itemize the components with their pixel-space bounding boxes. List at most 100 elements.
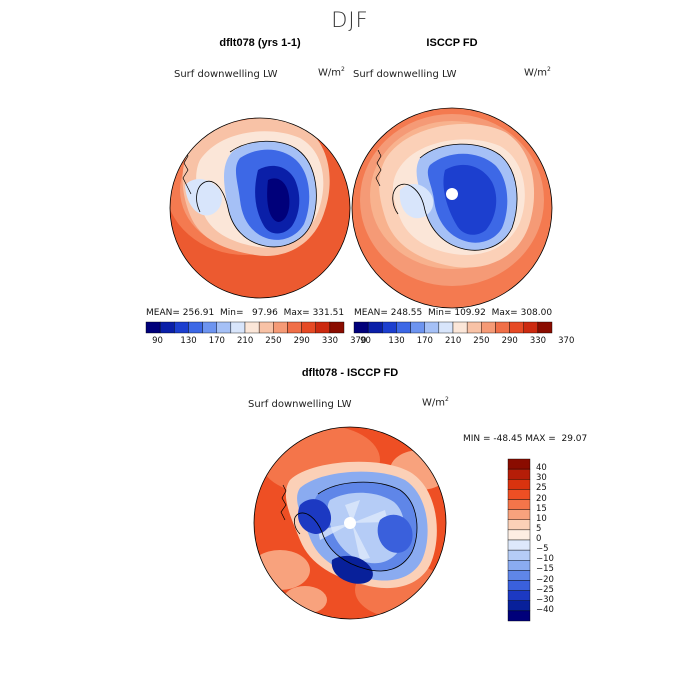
obs-colorbar-cell xyxy=(367,321,383,334)
obs-tick-7: 370 xyxy=(558,336,575,346)
obs-min: Min= 109.92 xyxy=(427,308,486,318)
model-stats: MEAN= 256.91 Min= 97.96 Max= 331.51 xyxy=(146,308,344,318)
obs-colorbar-cell xyxy=(396,321,411,334)
diff-tick-1: 30 xyxy=(536,473,547,484)
diff-tick-12: −25 xyxy=(536,584,554,595)
model-colorbar-cell xyxy=(230,321,246,334)
model-colorbar-cell xyxy=(202,321,217,334)
diff-tick-4: 15 xyxy=(536,503,547,514)
obs-stats: MEAN= 248.55 Min= 109.92 Max= 308.00 xyxy=(354,308,552,318)
obs-max: Max= 308.00 xyxy=(491,308,553,318)
season-title: DJF xyxy=(331,8,369,32)
obs-colorbar-cell xyxy=(382,321,397,334)
obs-colorbar-cell xyxy=(481,321,496,334)
model-max: Max= 331.51 xyxy=(283,308,345,318)
model-tick-2: 170 xyxy=(208,336,225,346)
diff-tick-11: −20 xyxy=(536,574,554,585)
model-tick-5: 290 xyxy=(293,336,310,346)
model-variable-label: Surf downwelling LW xyxy=(174,69,278,80)
model-colorbar-cell xyxy=(159,321,175,334)
diff-colorbar-cell xyxy=(507,468,531,480)
model-colorbar-cell xyxy=(174,321,189,334)
obs-mean: MEAN= 248.55 xyxy=(354,308,423,318)
obs-colorbar-cell xyxy=(452,321,468,334)
diff-colorbar xyxy=(507,458,531,622)
model-colorbar-cell xyxy=(287,321,302,334)
model-colorbar-cell xyxy=(301,321,316,334)
diff-colorbar-cell xyxy=(507,539,531,551)
obs-panel-title: ISCCP FD xyxy=(426,37,478,49)
obs-colorbar-cell xyxy=(537,321,553,334)
model-mean: MEAN= 256.91 xyxy=(146,308,215,318)
obs-tick-4: 250 xyxy=(473,336,490,346)
model-polar-map xyxy=(169,117,351,299)
diff-colorbar-cell xyxy=(507,600,531,612)
diff-colorbar-cell xyxy=(507,519,531,531)
diff-tick-3: 20 xyxy=(536,493,547,504)
obs-colorbar-cell xyxy=(424,321,440,334)
model-tick-7: 370 xyxy=(350,336,367,346)
model-tick-0: 90 xyxy=(152,336,163,346)
model-tick-6: 330 xyxy=(321,336,339,346)
obs-colorbar-cell xyxy=(438,321,454,334)
diff-colorbar-cell xyxy=(507,479,531,490)
model-tick-4: 250 xyxy=(265,336,282,346)
obs-tick-5: 290 xyxy=(501,336,518,346)
diff-tick-6: 5 xyxy=(536,523,542,534)
model-colorbar-cell xyxy=(216,321,232,334)
diff-tick-0: 40 xyxy=(536,463,547,474)
model-colorbar-cell xyxy=(188,321,203,334)
diff-colorbar-cell xyxy=(507,458,531,470)
obs-tick-1: 130 xyxy=(388,336,405,346)
diff-colorbar-cell xyxy=(507,610,531,622)
diff-colorbar-cell xyxy=(507,489,531,500)
model-colorbar-cell xyxy=(329,321,345,334)
obs-colorbar-cell xyxy=(509,321,524,334)
obs-units-label: W/m2 xyxy=(524,66,551,79)
model-colorbar xyxy=(145,321,345,334)
obs-colorbar-cell xyxy=(410,321,425,334)
model-colorbar-cell xyxy=(244,321,260,334)
diff-tick-7: 0 xyxy=(536,534,542,544)
model-tick-1: 130 xyxy=(180,336,197,346)
model-tick-3: 210 xyxy=(237,336,254,346)
obs-tick-2: 170 xyxy=(416,336,433,346)
diff-tick-13: −30 xyxy=(536,594,554,605)
obs-tick-3: 210 xyxy=(445,336,462,346)
diff-colorbar-cell xyxy=(507,509,531,520)
diff-units-label: W/m2 xyxy=(422,396,449,409)
obs-tick-6: 330 xyxy=(529,336,547,346)
model-colorbar-cell xyxy=(315,321,331,334)
model-min: Min= 97.96 xyxy=(219,308,278,318)
diff-tick-5: 10 xyxy=(536,513,547,524)
diff-colorbar-cell xyxy=(507,529,531,541)
obs-variable-label: Surf downwelling LW xyxy=(353,69,457,80)
model-colorbar-cell xyxy=(145,321,161,334)
diff-colorbar-cell xyxy=(507,499,531,510)
diff-minmax: MIN = -48.45 MAX = 29.07 xyxy=(463,434,588,444)
obs-tick-0: 90 xyxy=(360,336,371,346)
diff-polar-map xyxy=(253,426,447,620)
diff-tick-8: −5 xyxy=(536,544,549,555)
diff-tick-2: 25 xyxy=(536,483,547,494)
model-colorbar-cell xyxy=(258,321,274,334)
obs-colorbar-cell xyxy=(495,321,510,334)
diff-tick-10: −15 xyxy=(536,564,554,575)
diff-colorbar-cell xyxy=(507,560,531,571)
diff-tick-9: −10 xyxy=(536,554,554,565)
model-units-label: W/m2 xyxy=(318,66,345,79)
model-panel-title: dflt078 (yrs 1-1) xyxy=(219,37,301,49)
obs-colorbar xyxy=(353,321,553,334)
diff-tick-14: −40 xyxy=(536,604,554,615)
obs-colorbar-cell xyxy=(466,321,482,334)
diff-colorbar-cell xyxy=(507,590,531,601)
diff-panel-title: dflt078 - ISCCP FD xyxy=(301,367,399,379)
diff-colorbar-cell xyxy=(507,580,531,591)
diff-colorbar-cell xyxy=(507,570,531,581)
obs-polar-map xyxy=(351,107,553,309)
diff-variable-label: Surf downwelling LW xyxy=(248,399,352,410)
obs-colorbar-cell xyxy=(353,321,369,334)
obs-colorbar-cell xyxy=(523,321,539,334)
diff-colorbar-cell xyxy=(507,549,531,561)
